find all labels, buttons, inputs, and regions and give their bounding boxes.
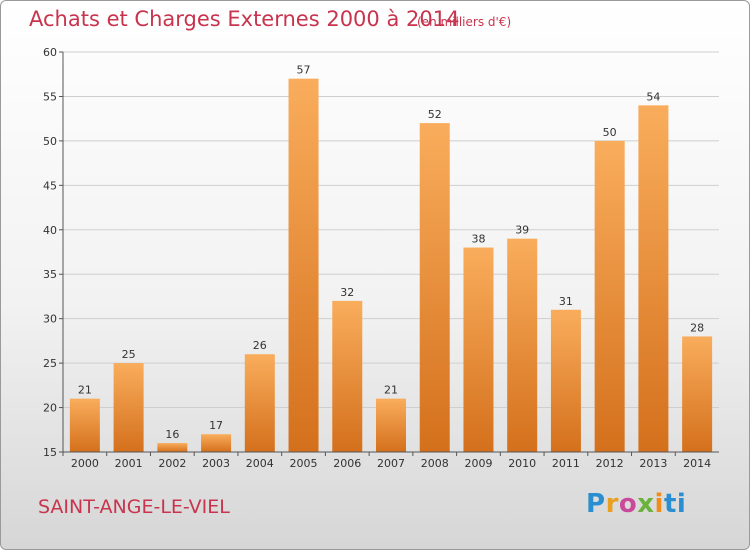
bar-value-label: 57 [297,64,311,77]
chart-subtitle: (en milliers d'€) [417,15,512,29]
bar [594,140,625,452]
y-tick-label: 20 [43,402,57,415]
x-tick-label: 2007 [377,457,405,470]
bar [244,354,275,452]
x-tick-label: 2013 [639,457,667,470]
x-tick-label: 2014 [683,457,711,470]
bar-value-label: 28 [690,321,704,334]
bar [682,336,713,452]
y-tick-label: 40 [43,224,57,237]
bar-value-label: 21 [384,384,398,397]
bar-value-label: 16 [165,428,179,441]
bar-value-label: 31 [559,295,573,308]
bar-value-label: 32 [340,286,354,299]
bar [201,434,232,452]
y-tick-label: 35 [43,268,57,281]
x-tick-label: 2009 [464,457,492,470]
bar [332,300,363,452]
bar-value-label: 26 [253,339,267,352]
logo-letter: r [605,489,619,519]
bar-value-label: 52 [428,108,442,121]
bar [113,363,144,452]
x-tick-label: 2008 [421,457,449,470]
bar [419,123,450,452]
x-tick-label: 2000 [71,457,99,470]
y-tick-label: 30 [43,313,57,326]
bar [157,443,188,452]
y-tick-label: 55 [43,90,57,103]
bar [463,247,494,452]
bars-layer [69,78,713,453]
chart-title: Achats et Charges Externes 2000 à 2014 [29,7,460,31]
x-tick-label: 2010 [508,457,536,470]
bar [507,238,538,452]
x-tick-label: 2011 [552,457,580,470]
x-tick-label: 2012 [596,457,624,470]
y-tick-label: 45 [43,179,57,192]
bar [550,309,581,452]
logo-letter: o [618,489,638,519]
logo-letter: i [654,489,664,519]
logo-letter: ti [663,489,687,519]
x-tick-label: 2005 [290,457,318,470]
bar-value-label: 38 [471,233,485,246]
x-tick-label: 2006 [333,457,361,470]
bar-value-label: 21 [78,384,92,397]
y-tick-label: 15 [43,446,57,459]
axis-layer [59,51,719,456]
logo-letter: x [637,489,655,519]
y-tick-label: 25 [43,357,57,370]
proxiti-logo[interactable]: Proxiti [586,489,686,519]
y-tick-label: 50 [43,135,57,148]
x-tick-label: 2001 [115,457,143,470]
bar [376,398,406,452]
bar [288,78,319,453]
x-tick-label: 2002 [158,457,186,470]
x-tick-label: 2003 [202,457,230,470]
bar-value-label: 17 [209,419,223,432]
bar-value-label: 39 [515,224,529,237]
bar [638,105,669,452]
bar-value-label: 50 [603,126,617,139]
y-tick-label: 60 [43,46,57,59]
x-tick-label: 2004 [246,457,274,470]
logo-letter: P [586,489,606,519]
bar [69,398,100,452]
commune-name: SAINT-ANGE-LE-VIEL [38,496,230,518]
bar-value-label: 54 [646,90,660,103]
labels-layer: 15 20 25 30 35 40 45 50 55 60 21 2000 25 2001 16 2002 17… [43,46,711,470]
bar-value-label: 25 [122,348,136,361]
